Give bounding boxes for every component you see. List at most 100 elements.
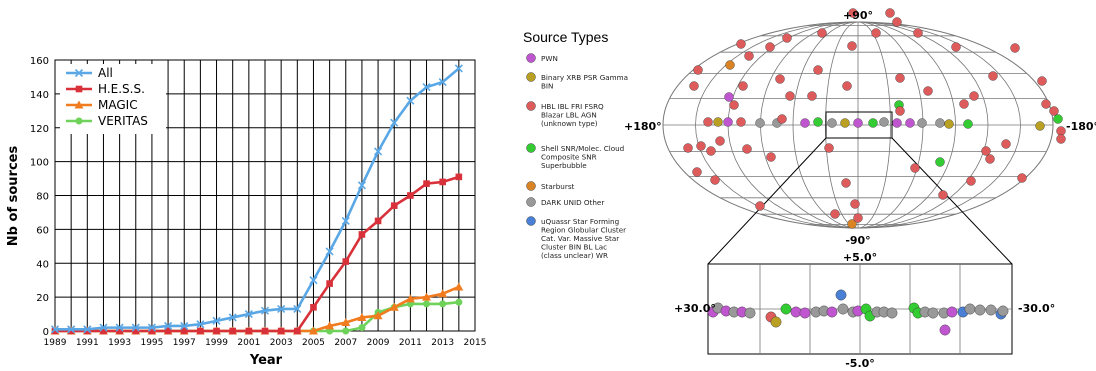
data-point xyxy=(197,327,204,335)
data-point xyxy=(358,231,366,238)
data-point xyxy=(423,180,430,187)
data-point xyxy=(422,83,431,92)
data-point xyxy=(325,321,335,330)
series-line xyxy=(55,285,460,333)
data-point xyxy=(374,147,383,156)
data-point xyxy=(308,326,318,335)
x-tick-label: 1995 xyxy=(140,338,163,348)
legend-label: H.E.S.S. xyxy=(98,82,145,96)
x-tick-label: 1999 xyxy=(205,338,228,348)
data-point xyxy=(277,304,286,314)
data-point xyxy=(260,306,270,315)
data-point xyxy=(294,327,301,335)
x-tick-label: 2011 xyxy=(399,338,422,348)
data-point xyxy=(67,327,75,335)
legend-marker xyxy=(74,68,84,78)
data-point xyxy=(389,302,399,311)
data-point xyxy=(164,321,173,330)
data-point xyxy=(454,64,463,73)
series-line xyxy=(55,67,460,331)
y-tick-label: 120 xyxy=(30,124,49,135)
data-point xyxy=(147,323,156,332)
y-tick-label: 20 xyxy=(36,293,49,304)
data-point xyxy=(50,325,60,334)
data-point xyxy=(326,280,333,287)
data-point xyxy=(310,303,317,311)
x-tick-label: 2009 xyxy=(367,338,390,348)
data-point xyxy=(407,192,414,199)
y-tick-label: 80 xyxy=(36,192,49,203)
data-point xyxy=(439,178,446,186)
y-tick-label: 160 xyxy=(30,56,49,67)
data-point xyxy=(357,181,366,190)
data-point xyxy=(342,327,350,335)
data-point xyxy=(342,258,350,265)
legend-marker xyxy=(75,117,83,125)
data-point xyxy=(423,300,431,308)
x-tick-label: 2013 xyxy=(431,338,454,348)
data-point xyxy=(438,77,447,87)
series-all xyxy=(50,64,463,334)
x-tick-label: 1989 xyxy=(44,338,67,348)
data-point xyxy=(148,327,156,335)
data-point xyxy=(99,323,108,332)
legend-marker xyxy=(75,85,83,93)
x-tick-label: 2007 xyxy=(334,338,357,348)
x-tick-label: 2015 xyxy=(464,338,487,348)
data-point xyxy=(244,309,253,319)
y-tick-label: 140 xyxy=(30,90,49,101)
data-point xyxy=(374,217,382,225)
data-point xyxy=(454,282,464,291)
data-point xyxy=(229,327,236,335)
data-point xyxy=(212,316,221,325)
data-point xyxy=(341,318,351,327)
data-point xyxy=(357,312,367,321)
x-axis-title: Year xyxy=(249,353,283,368)
legend-label: All xyxy=(98,66,113,80)
x-tick-label: 1993 xyxy=(108,338,131,348)
data-point xyxy=(51,327,59,335)
x-tick-label: 2005 xyxy=(302,338,325,348)
data-point xyxy=(293,304,302,314)
data-point xyxy=(131,323,140,332)
y-axis-title: Nb of sources xyxy=(6,146,21,247)
data-point xyxy=(196,320,205,329)
data-point xyxy=(422,292,432,301)
data-point xyxy=(83,325,92,334)
data-point xyxy=(390,202,398,209)
series-line xyxy=(55,175,460,333)
data-point xyxy=(325,247,334,256)
data-point xyxy=(261,327,269,335)
data-point xyxy=(116,327,123,335)
data-point xyxy=(341,216,350,225)
data-point xyxy=(277,327,285,335)
data-point xyxy=(373,311,383,320)
data-point xyxy=(84,327,91,335)
x-tick-label: 1991 xyxy=(76,338,99,348)
data-point xyxy=(115,323,124,332)
data-point xyxy=(455,173,463,181)
x-tick-label: 2001 xyxy=(237,338,260,348)
y-tick-label: 40 xyxy=(36,259,49,270)
data-point xyxy=(309,276,318,285)
data-point xyxy=(180,327,188,335)
data-point xyxy=(455,298,463,306)
data-point xyxy=(180,321,189,330)
data-point xyxy=(228,313,237,322)
x-tick-label: 2003 xyxy=(270,338,293,348)
data-point xyxy=(213,327,220,335)
data-point xyxy=(164,327,172,335)
y-tick-label: 0 xyxy=(43,327,49,338)
legend-label: MAGIC xyxy=(98,98,138,112)
legend-label: VERITAS xyxy=(98,114,148,128)
data-point xyxy=(245,327,253,335)
data-point xyxy=(67,325,76,334)
data-point xyxy=(405,294,415,303)
data-point xyxy=(438,289,448,298)
y-tick-label: 100 xyxy=(30,158,49,169)
data-point xyxy=(100,327,107,335)
data-point xyxy=(390,118,399,127)
x-tick-label: 1997 xyxy=(173,338,196,348)
data-point xyxy=(358,324,366,332)
